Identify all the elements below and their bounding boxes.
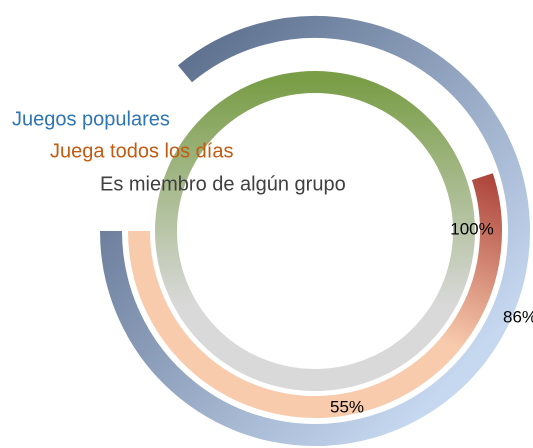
value-label: 55%	[330, 397, 364, 416]
legend-label: Es miembro de algún grupo	[100, 173, 346, 195]
value-label: 100%	[450, 219, 493, 238]
ring-bar	[128, 173, 502, 418]
legend-label: Juegos populares	[12, 108, 170, 130]
value-label: 86%	[503, 307, 533, 326]
ring-bar	[100, 16, 530, 446]
legend-label: Juega todos los días	[50, 140, 233, 162]
ring-bar	[155, 71, 476, 391]
